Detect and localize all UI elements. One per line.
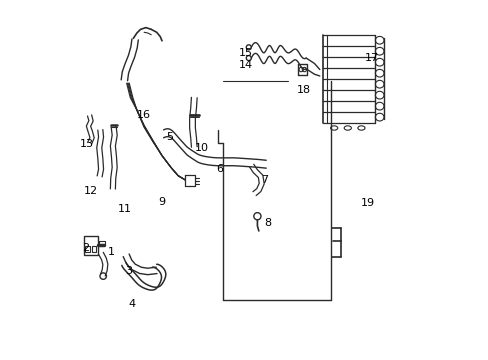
Text: 15: 15 [239, 48, 253, 58]
Text: 16: 16 [137, 111, 151, 121]
Text: 7: 7 [260, 175, 267, 185]
Text: 10: 10 [194, 143, 208, 153]
Bar [92, 246, 96, 252]
Text: 13: 13 [80, 139, 94, 149]
Text: 19: 19 [361, 198, 374, 208]
Bar [85, 246, 90, 252]
Text: 11: 11 [117, 204, 131, 214]
Text: 4: 4 [128, 299, 135, 309]
Text: 9: 9 [158, 197, 165, 207]
Text: 6: 6 [216, 164, 223, 174]
Text: 12: 12 [84, 186, 98, 196]
Text: 8: 8 [264, 218, 271, 228]
Text: 17: 17 [364, 53, 378, 63]
Text: 2: 2 [82, 243, 89, 253]
Text: 5: 5 [165, 132, 172, 142]
Text: 18: 18 [296, 85, 310, 95]
Text: 14: 14 [239, 60, 253, 70]
Text: 3: 3 [125, 266, 132, 276]
Text: 1: 1 [107, 247, 114, 257]
Bar [83, 235, 98, 255]
